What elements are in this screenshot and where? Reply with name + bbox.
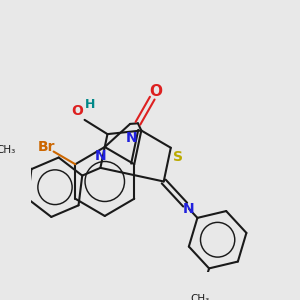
Text: CH₃: CH₃ bbox=[190, 294, 209, 300]
Text: S: S bbox=[173, 151, 184, 164]
Text: Br: Br bbox=[38, 140, 55, 154]
Text: N: N bbox=[126, 131, 138, 145]
Text: CH₃: CH₃ bbox=[0, 145, 16, 155]
Text: H: H bbox=[85, 98, 95, 111]
Text: N: N bbox=[183, 202, 195, 216]
Text: O: O bbox=[71, 104, 83, 118]
Text: N: N bbox=[94, 149, 106, 163]
Text: O: O bbox=[149, 84, 162, 99]
